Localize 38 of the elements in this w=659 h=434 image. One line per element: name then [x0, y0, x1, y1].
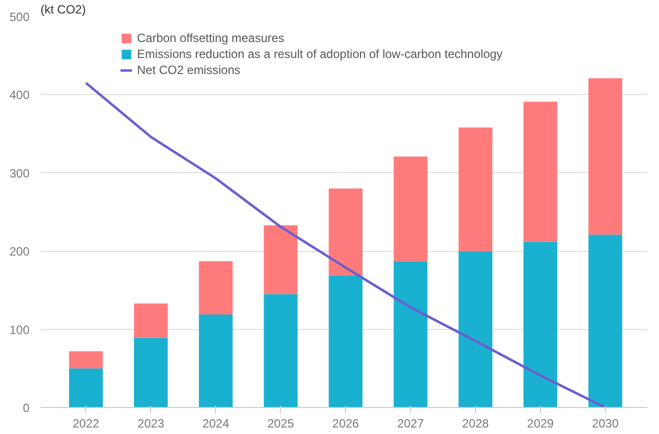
legend-label: Emissions reduction as a result of adoption of low-carbon technology — [137, 47, 503, 61]
line-series — [84, 82, 607, 408]
bar — [69, 351, 103, 368]
bar — [394, 156, 428, 262]
y-tick-label: 0 — [22, 401, 30, 415]
bar — [328, 275, 362, 408]
bar — [524, 242, 558, 408]
bar — [134, 338, 168, 408]
bar — [198, 314, 233, 408]
x-tick-label: 2027 — [397, 416, 424, 430]
bar — [264, 294, 298, 408]
bar — [69, 368, 103, 408]
x-tick-label: 2029 — [527, 416, 554, 430]
bar — [198, 261, 233, 314]
x-tick-label: 2023 — [138, 416, 165, 430]
bar — [588, 234, 622, 408]
bar — [264, 225, 298, 294]
legend-label: Net CO2 emissions — [137, 63, 240, 77]
y-tick-label: 100 — [9, 322, 30, 337]
y-tick-label: 400 — [9, 88, 30, 102]
x-tick-label: 2026 — [332, 416, 360, 430]
y-tick-label: 500 — [9, 10, 30, 24]
x-tick-label: 2028 — [462, 416, 490, 430]
bar — [524, 102, 558, 242]
y-tick-label: 300 — [9, 166, 30, 180]
bar — [588, 78, 622, 235]
legend-label: Carbon offsetting measures — [137, 31, 284, 45]
y-tick-label: 200 — [9, 244, 30, 259]
x-tick-label: 2024 — [202, 416, 230, 430]
bar — [134, 303, 168, 338]
bar — [394, 261, 428, 408]
bar — [458, 251, 492, 408]
x-tick-label: 2030 — [592, 416, 619, 430]
bar — [328, 188, 362, 276]
x-tick-label: 2025 — [267, 416, 294, 430]
x-tick-label: 2022 — [72, 416, 100, 430]
annotation: (kt CO2) — [40, 2, 86, 16]
bar — [458, 128, 492, 252]
